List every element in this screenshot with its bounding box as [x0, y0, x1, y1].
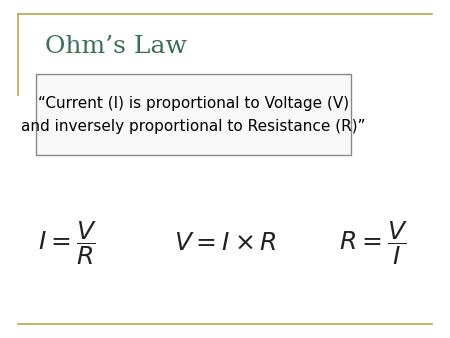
FancyBboxPatch shape	[36, 74, 351, 155]
Text: $R = \dfrac{V}{I}$: $R = \dfrac{V}{I}$	[339, 219, 408, 267]
Text: “Current (I) is proportional to Voltage (V)
and inversely proportional to Resist: “Current (I) is proportional to Voltage …	[21, 96, 366, 134]
Text: Ohm’s Law: Ohm’s Law	[45, 35, 187, 58]
Text: $V = I \times R$: $V = I \times R$	[174, 232, 276, 255]
Text: $I = \dfrac{V}{R}$: $I = \dfrac{V}{R}$	[38, 219, 97, 267]
